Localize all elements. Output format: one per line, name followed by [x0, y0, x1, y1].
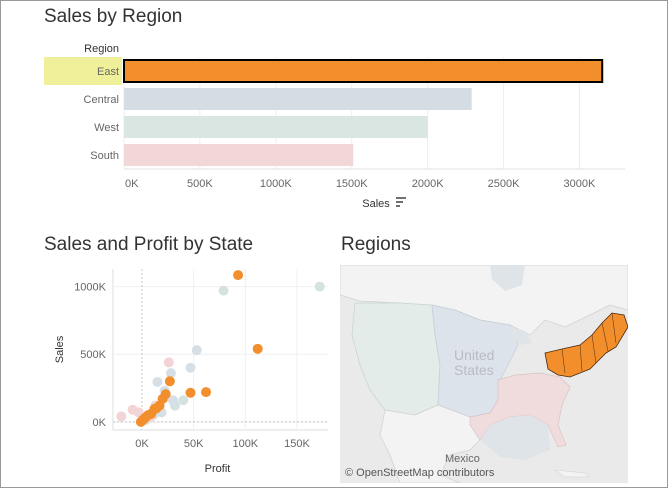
bar-east[interactable] — [123, 59, 604, 83]
y-tick-label: 0K — [93, 417, 107, 429]
x-tick-label: 2500K — [488, 178, 520, 190]
x-tick-label: 2000K — [412, 178, 444, 190]
y-tick-label: 1000K — [74, 282, 106, 294]
profit-axis-title: Profit — [205, 463, 231, 475]
state-point-east[interactable] — [252, 343, 263, 354]
state-point-central[interactable] — [152, 376, 163, 387]
state-point-central[interactable] — [165, 368, 176, 379]
state-point-central[interactable] — [191, 345, 202, 356]
region-label-south[interactable]: South — [90, 150, 119, 162]
x-tick-label: 1500K — [336, 178, 368, 190]
map-attribution[interactable]: © OpenStreetMap contributors — [345, 467, 495, 479]
state-point-east[interactable] — [233, 270, 244, 281]
state-point-south[interactable] — [163, 357, 174, 368]
region-label-east[interactable]: East — [97, 66, 119, 78]
mexico-land — [379, 404, 481, 483]
regions-map[interactable]: United States Mexico © OpenStreetMap con… — [340, 265, 628, 483]
state-point-west[interactable] — [314, 281, 325, 292]
mexico-label: Mexico — [445, 453, 480, 465]
region-east[interactable] — [544, 312, 628, 378]
state-point-central[interactable] — [185, 362, 196, 373]
sort-descending-icon[interactable] — [396, 197, 406, 207]
x-tick-label: 0K — [135, 438, 149, 450]
selected-row-highlight — [44, 57, 122, 85]
sales-profit-chart: 0K 500K 1000K 0K 50K 100K 150K Profit Sales — [54, 269, 328, 475]
great-lakes-water — [510, 327, 532, 345]
state-point-west[interactable] — [178, 395, 189, 406]
region-label-west[interactable]: West — [94, 122, 119, 134]
bar-west[interactable] — [124, 116, 428, 138]
canada-land — [340, 265, 628, 336]
y-tick-label: 500K — [80, 349, 106, 361]
bar-central[interactable] — [124, 88, 472, 110]
state-point-south[interactable] — [116, 411, 127, 422]
x-tick-label: 0K — [125, 178, 139, 190]
region-label-central[interactable]: Central — [84, 94, 119, 106]
regions-title: Regions — [341, 234, 411, 255]
sales-profit-title: Sales and Profit by State — [44, 234, 254, 255]
sales-axis-title: Sales — [362, 198, 390, 210]
hudson-bay-water — [490, 265, 525, 291]
state-point-east[interactable] — [201, 387, 212, 398]
country-label-line2: States — [454, 362, 494, 378]
gulf-water — [480, 415, 550, 460]
state-point-east[interactable] — [185, 387, 196, 398]
east-state-borders — [561, 312, 617, 374]
x-tick-label: 500K — [187, 178, 213, 190]
bar-south[interactable] — [124, 144, 354, 166]
state-point-east[interactable] — [164, 376, 175, 387]
x-tick-label: 1000K — [260, 178, 292, 190]
x-tick-label: 100K — [232, 438, 258, 450]
region-header: Region — [84, 43, 119, 55]
caribbean-islands — [554, 469, 591, 478]
state-point-east[interactable] — [135, 416, 146, 427]
country-label-line1: United — [454, 347, 494, 363]
region-west — [351, 302, 441, 416]
x-tick-label: 3000K — [564, 178, 596, 190]
map-canvas: United States Mexico — [340, 265, 628, 483]
x-tick-label: 50K — [184, 438, 204, 450]
x-tick-label: 150K — [284, 438, 310, 450]
state-point-west[interactable] — [218, 285, 229, 296]
sales-by-region-title: Sales by Region — [44, 6, 183, 27]
state-point-central[interactable] — [167, 395, 178, 406]
sales-axis-title: Sales — [54, 335, 66, 363]
sales-by-region-chart: Region East Central West South 0K 500K 1000K 150… — [44, 43, 625, 210]
